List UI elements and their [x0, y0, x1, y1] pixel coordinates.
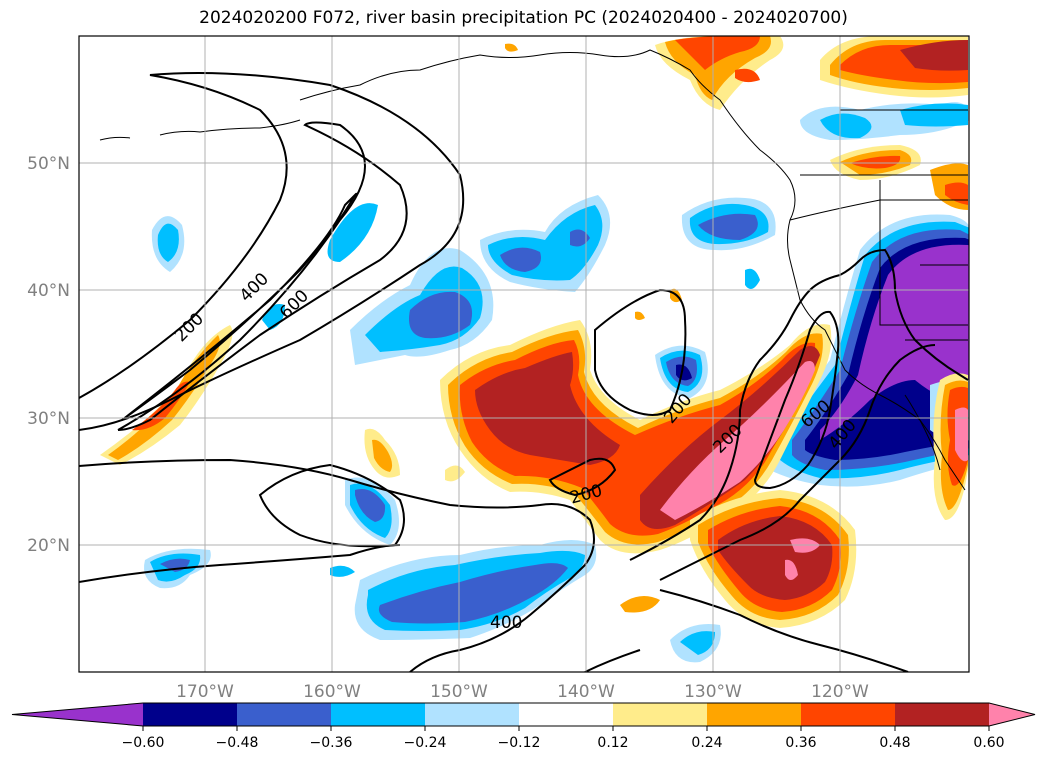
- colorbar-swatch: [143, 703, 238, 726]
- lat-tick-label: 30°N: [27, 409, 70, 429]
- colorbar-swatch: [613, 703, 708, 726]
- colorbar-tick-label: 0.48: [879, 735, 910, 751]
- colorbar-tick-label: 0.24: [691, 735, 722, 751]
- graticule: [79, 36, 969, 672]
- colorbar-tick-label: −0.36: [310, 735, 353, 751]
- colorbar-swatch: [801, 703, 896, 726]
- lat-tick-label: 20°N: [27, 536, 70, 556]
- map-area: 200 400 600 200 200 200 400 600 400: [79, 36, 969, 672]
- lon-tick-label: 150°W: [430, 682, 488, 702]
- colorbar: −0.60 −0.48 −0.36 −0.24 −0.12 0.12 0.24 0.36 0.4…: [11, 702, 1036, 751]
- lon-tick-label: 160°W: [303, 682, 361, 702]
- colorbar-swatch: [707, 703, 802, 726]
- colorbar-tick-label: −0.12: [498, 735, 541, 751]
- colorbar-tick-label: −0.24: [404, 735, 447, 751]
- map-frame: [78, 35, 970, 673]
- colorbar-swatch: [519, 703, 614, 726]
- colorbar-tick-label: −0.60: [122, 735, 165, 751]
- colorbar-tick-label: −0.48: [216, 735, 259, 751]
- longitude-tick-labels: 170°W 160°W 150°W 140°W 130°W 120°W: [176, 682, 869, 702]
- map-title: 2024020200 F072, river basin precipitati…: [199, 8, 848, 28]
- contour-label: 400: [490, 613, 522, 633]
- latitude-tick-labels: 50°N 40°N 30°N 20°N: [27, 154, 70, 556]
- contour-label: 200: [171, 309, 208, 346]
- lat-tick-label: 50°N: [27, 154, 70, 174]
- colorbar-swatch: [425, 703, 520, 726]
- colorbar-swatch: [331, 703, 426, 726]
- colorbar-swatch: [895, 703, 990, 726]
- colorbar-tick-label: 0.12: [597, 735, 628, 751]
- lon-tick-label: 130°W: [684, 682, 742, 702]
- lon-tick-label: 120°W: [811, 682, 869, 702]
- colorbar-tick-label: 0.60: [973, 735, 1004, 751]
- lon-tick-label: 140°W: [557, 682, 615, 702]
- lon-tick-label: 170°W: [176, 682, 234, 702]
- colorbar-extend-low: [12, 703, 143, 726]
- colorbar-extend-high: [989, 703, 1035, 726]
- colorbar-tick-label: 0.36: [785, 735, 816, 751]
- lat-tick-label: 40°N: [27, 281, 70, 301]
- colorbar-swatch: [237, 703, 332, 726]
